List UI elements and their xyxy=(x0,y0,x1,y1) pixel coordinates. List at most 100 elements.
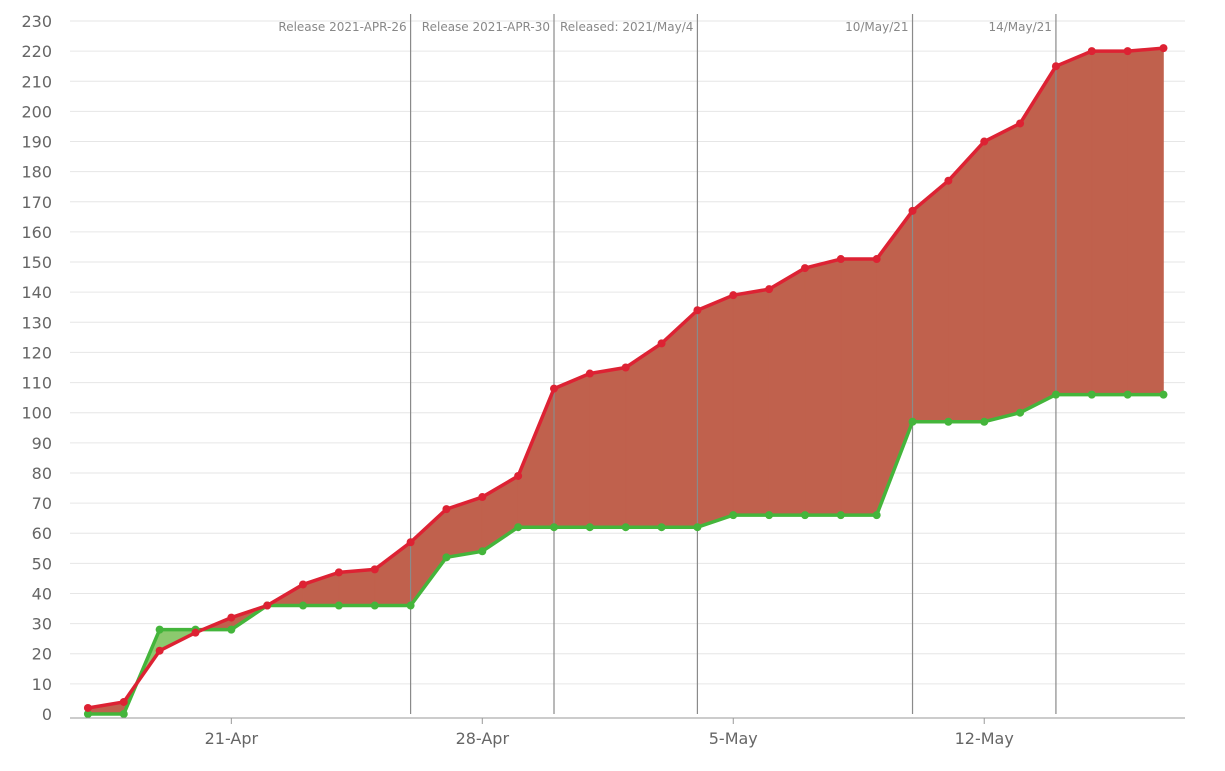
y-tick-label: 210 xyxy=(21,72,52,91)
data-point xyxy=(83,703,92,712)
release-label: 14/May/21 xyxy=(988,20,1051,34)
data-point xyxy=(980,137,989,146)
data-point xyxy=(836,255,845,264)
data-point xyxy=(514,471,523,480)
data-point xyxy=(693,523,702,532)
data-point xyxy=(836,511,845,520)
area-segment xyxy=(912,180,949,423)
release-markers: Release 2021-APR-26 Release 2021-APR-30 Re… xyxy=(278,14,1057,714)
area-segment xyxy=(948,140,985,423)
data-point xyxy=(621,523,630,532)
area-segment xyxy=(1055,50,1093,395)
release-label: Released: 2021/May/4 xyxy=(560,20,693,34)
area-segment xyxy=(1019,65,1057,414)
area-segment xyxy=(1091,50,1128,395)
data-point xyxy=(227,625,236,634)
y-tick-label: 60 xyxy=(32,524,52,543)
data-point xyxy=(119,697,128,706)
data-point xyxy=(550,384,559,393)
release-label: Release 2021-APR-30 xyxy=(422,20,550,34)
data-point xyxy=(155,646,164,655)
data-point xyxy=(442,553,451,562)
area-segment xyxy=(338,569,376,606)
x-tick-label: 5-May xyxy=(709,729,758,748)
y-tick-label: 230 xyxy=(21,12,52,31)
data-point xyxy=(478,547,487,556)
axes xyxy=(70,717,1185,724)
data-point xyxy=(514,523,523,532)
y-tick-label: 70 xyxy=(32,494,52,513)
data-point xyxy=(872,255,881,264)
data-point xyxy=(406,601,415,610)
data-point xyxy=(765,285,774,294)
area-segment xyxy=(517,388,555,528)
data-point xyxy=(550,523,559,532)
data-point xyxy=(800,511,809,520)
y-tick-label: 180 xyxy=(21,163,52,182)
data-point xyxy=(370,565,379,574)
x-tick-label: 12-May xyxy=(955,729,1014,748)
data-point xyxy=(621,363,630,372)
data-point xyxy=(765,511,774,520)
data-point xyxy=(370,601,379,610)
release-label: Release 2021-APR-26 xyxy=(278,20,406,34)
data-point xyxy=(155,625,164,634)
y-tick-label: 110 xyxy=(21,374,52,393)
data-point xyxy=(1051,62,1060,71)
data-point xyxy=(908,206,917,215)
data-point xyxy=(478,493,487,502)
area-segment xyxy=(732,288,770,516)
data-point xyxy=(334,601,343,610)
data-point xyxy=(442,505,451,514)
data-point xyxy=(729,291,738,300)
y-tick-label: 140 xyxy=(21,283,52,302)
data-point xyxy=(1123,390,1132,399)
data-point xyxy=(657,339,666,348)
data-point xyxy=(1159,390,1168,399)
y-tick-label: 30 xyxy=(32,615,52,634)
y-tick-label: 10 xyxy=(32,675,52,694)
data-point xyxy=(299,580,308,589)
area-segment xyxy=(625,342,662,528)
y-tick-label: 100 xyxy=(21,404,52,423)
area-segment xyxy=(589,367,627,528)
data-point xyxy=(83,710,92,718)
data-point xyxy=(585,369,594,378)
data-point xyxy=(263,601,272,610)
data-point xyxy=(657,523,666,532)
data-point xyxy=(980,417,989,426)
data-point xyxy=(1016,119,1025,128)
y-tick-label: 220 xyxy=(21,42,52,61)
data-point xyxy=(1159,44,1168,53)
y-tick-label: 50 xyxy=(32,554,52,573)
data-point xyxy=(334,568,343,577)
area-segment xyxy=(697,294,734,528)
area-segment xyxy=(374,541,411,606)
data-point xyxy=(191,628,200,637)
chart-areas xyxy=(87,47,1164,715)
y-tick-label: 160 xyxy=(21,223,52,242)
data-point xyxy=(227,613,236,622)
y-tick-label: 190 xyxy=(21,133,52,152)
y-tick-label: 200 xyxy=(21,102,52,121)
y-tick-label: 40 xyxy=(32,584,52,603)
area-segment xyxy=(983,122,1021,423)
release-label: 10/May/21 xyxy=(845,20,908,34)
y-tick-label: 20 xyxy=(32,645,52,664)
y-tick-label: 130 xyxy=(21,313,52,332)
data-point xyxy=(299,601,308,610)
area-segment xyxy=(661,309,698,528)
data-point xyxy=(729,511,738,520)
y-axis-labels: 0 10 20 30 40 50 60 70 80 90 100 110 120 130 140 150 160… xyxy=(21,12,52,724)
data-point xyxy=(800,264,809,273)
y-tick-label: 80 xyxy=(32,464,52,483)
y-tick-label: 0 xyxy=(42,705,52,724)
y-tick-label: 120 xyxy=(21,343,52,362)
data-point xyxy=(944,176,953,185)
data-point xyxy=(693,306,702,315)
data-point xyxy=(944,417,953,426)
series-points xyxy=(83,44,1168,718)
data-point xyxy=(908,417,917,426)
x-tick-label: 28-Apr xyxy=(456,729,510,748)
